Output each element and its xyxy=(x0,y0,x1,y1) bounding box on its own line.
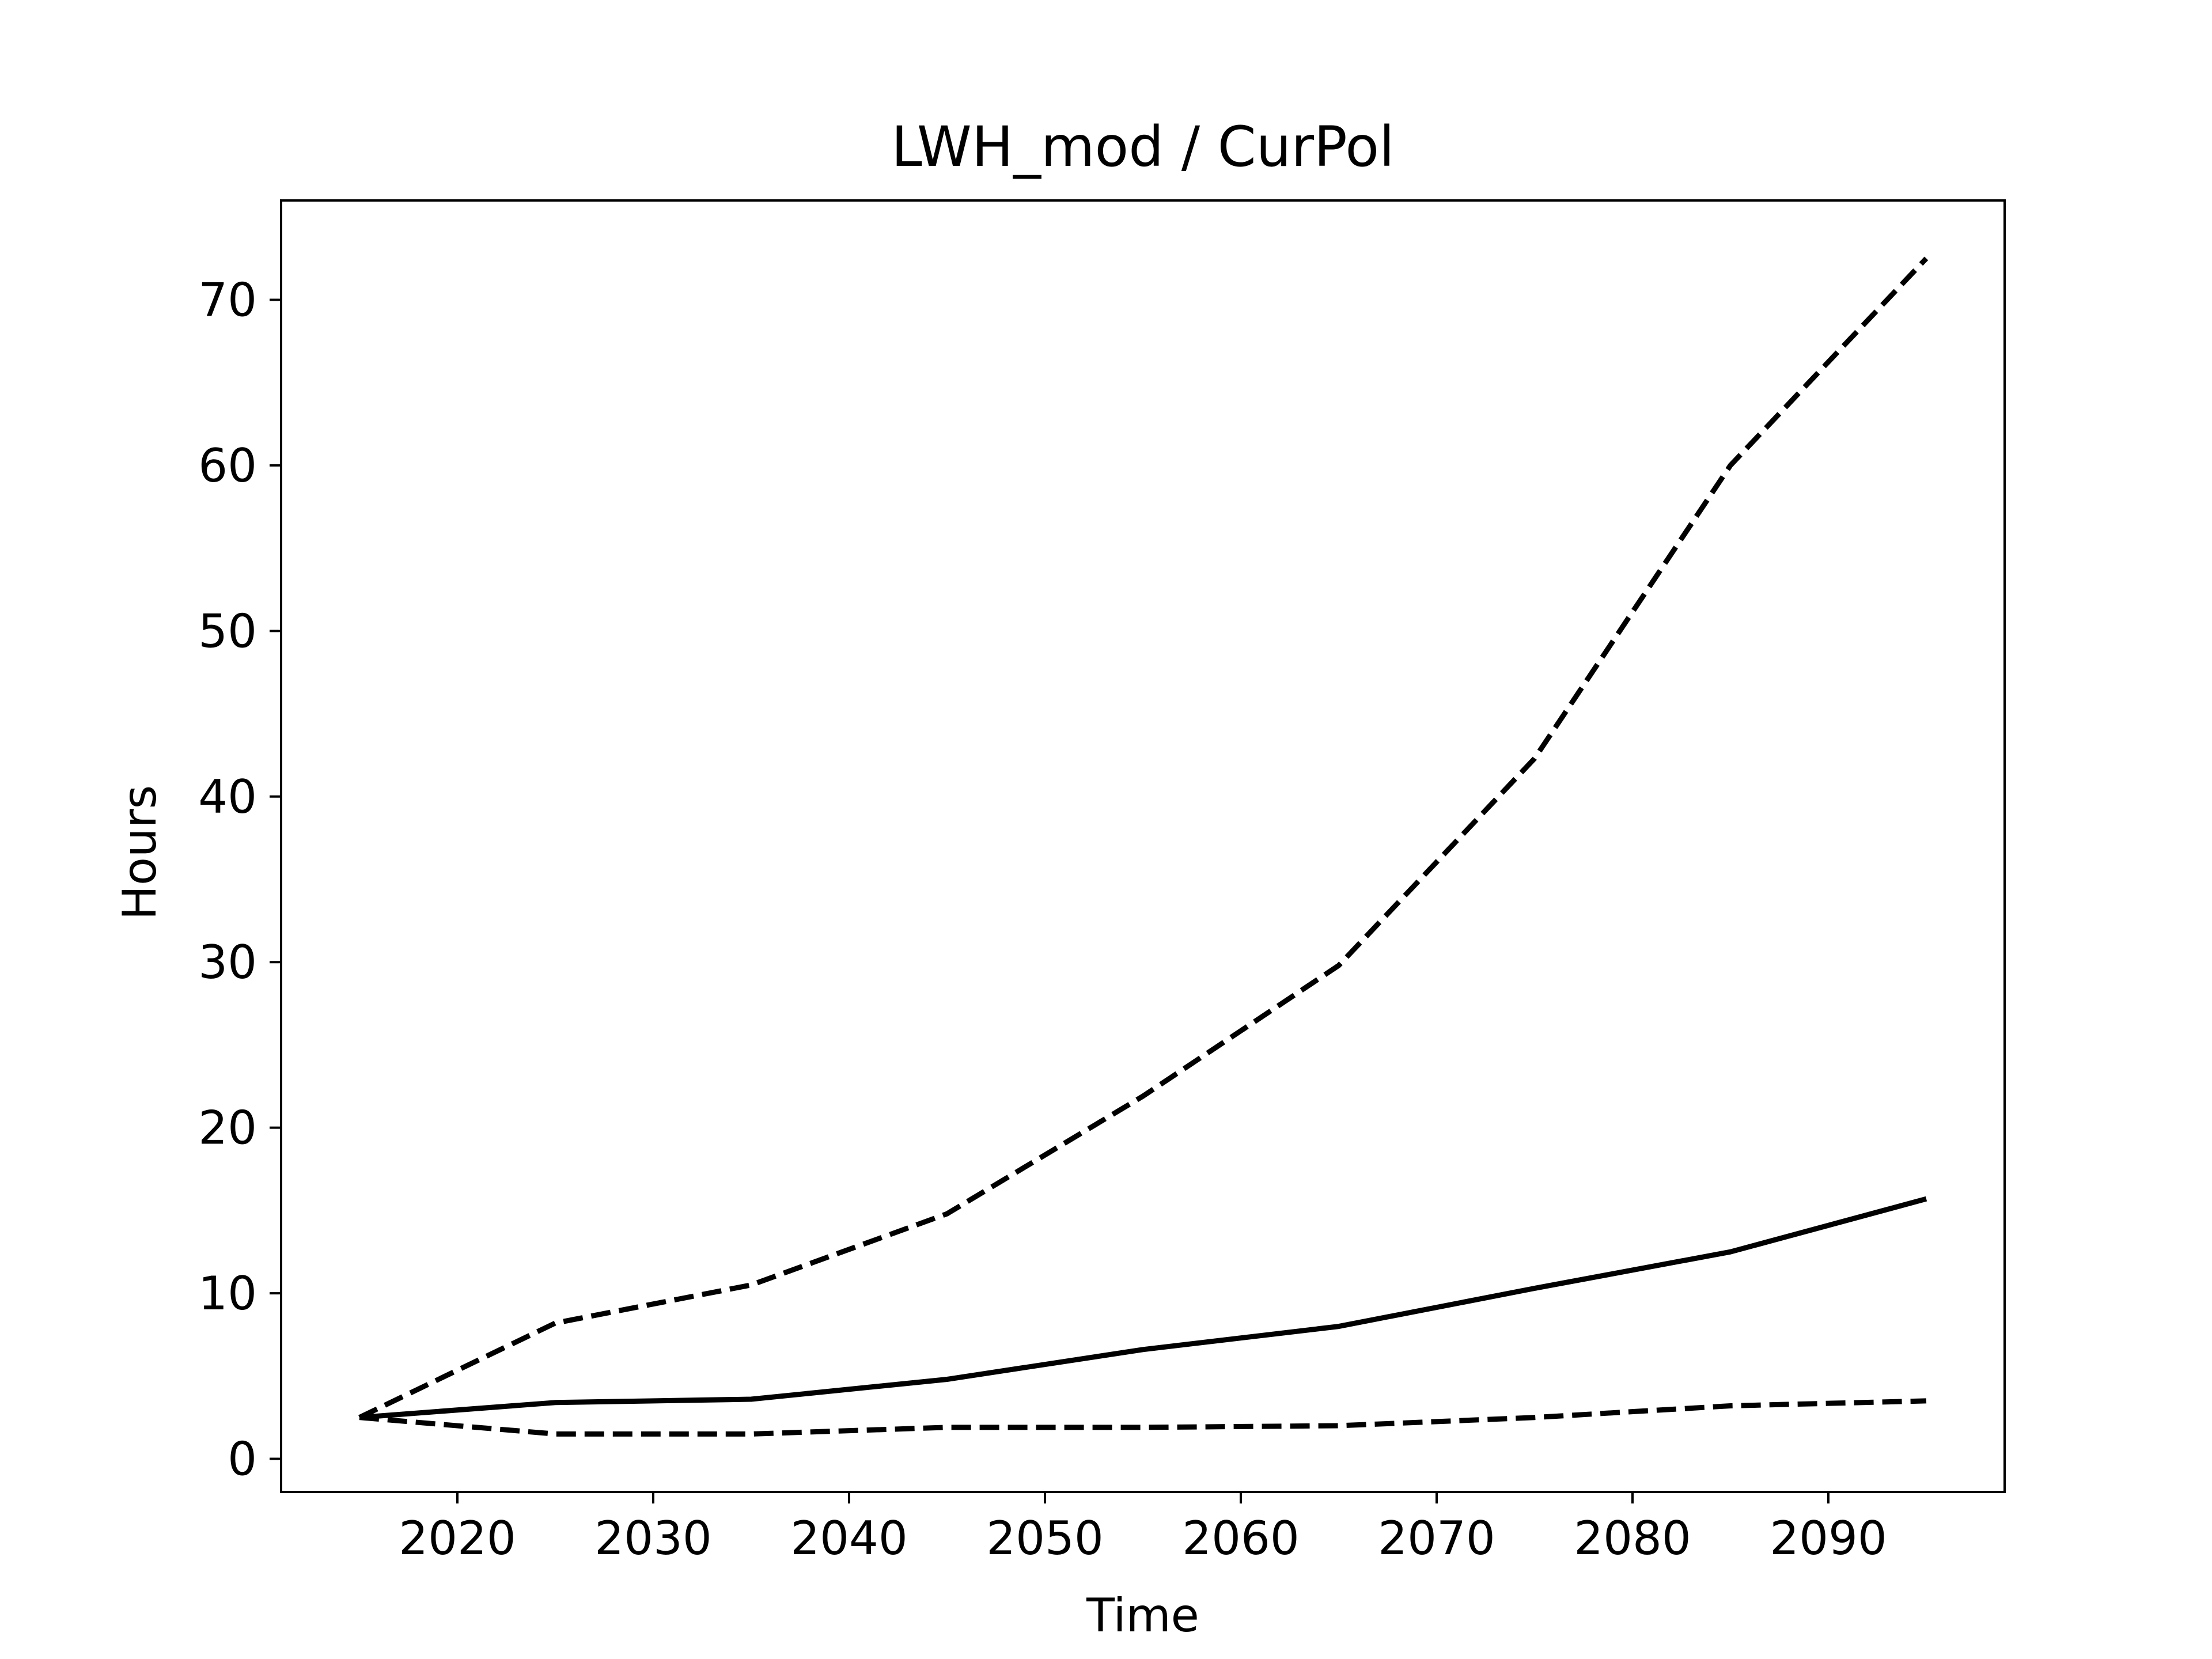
x-tick-label-2060: 2060 xyxy=(1182,1512,1300,1565)
y-tick-label-50: 50 xyxy=(198,604,257,658)
x-tick-label-2020: 2020 xyxy=(399,1512,516,1565)
chart-title: LWH_mod / CurPol xyxy=(891,115,1395,179)
series-line-1 xyxy=(358,256,1929,1420)
plot-area: 2020 2030 2040 2050 2060 2070 2080 209001020304… xyxy=(198,199,2006,1565)
y-tick-label-10: 10 xyxy=(198,1267,257,1320)
x-tick-label-2070: 2070 xyxy=(1378,1512,1495,1565)
series-line-3 xyxy=(359,1398,1927,1437)
y-tick-label-40: 40 xyxy=(198,770,257,824)
y-tick-label-70: 70 xyxy=(198,273,257,327)
series-line-2 xyxy=(359,1196,1927,1421)
axes-frame xyxy=(280,199,2006,1493)
x-tick-label-2040: 2040 xyxy=(790,1512,908,1565)
x-tick-label-2090: 2090 xyxy=(1770,1512,1887,1565)
y-tick-label-0: 0 xyxy=(228,1433,257,1486)
x-tick-label-2030: 2030 xyxy=(594,1512,712,1565)
x-axis-label: Time xyxy=(1086,1589,1199,1642)
x-tick-label-2080: 2080 xyxy=(1574,1512,1691,1565)
y-tick-label-30: 30 xyxy=(198,935,257,989)
x-tick-label-2050: 2050 xyxy=(986,1512,1104,1565)
y-tick-label-20: 20 xyxy=(198,1101,257,1155)
y-axis-label: Hours xyxy=(113,785,166,920)
y-tick-label-60: 60 xyxy=(198,439,257,493)
